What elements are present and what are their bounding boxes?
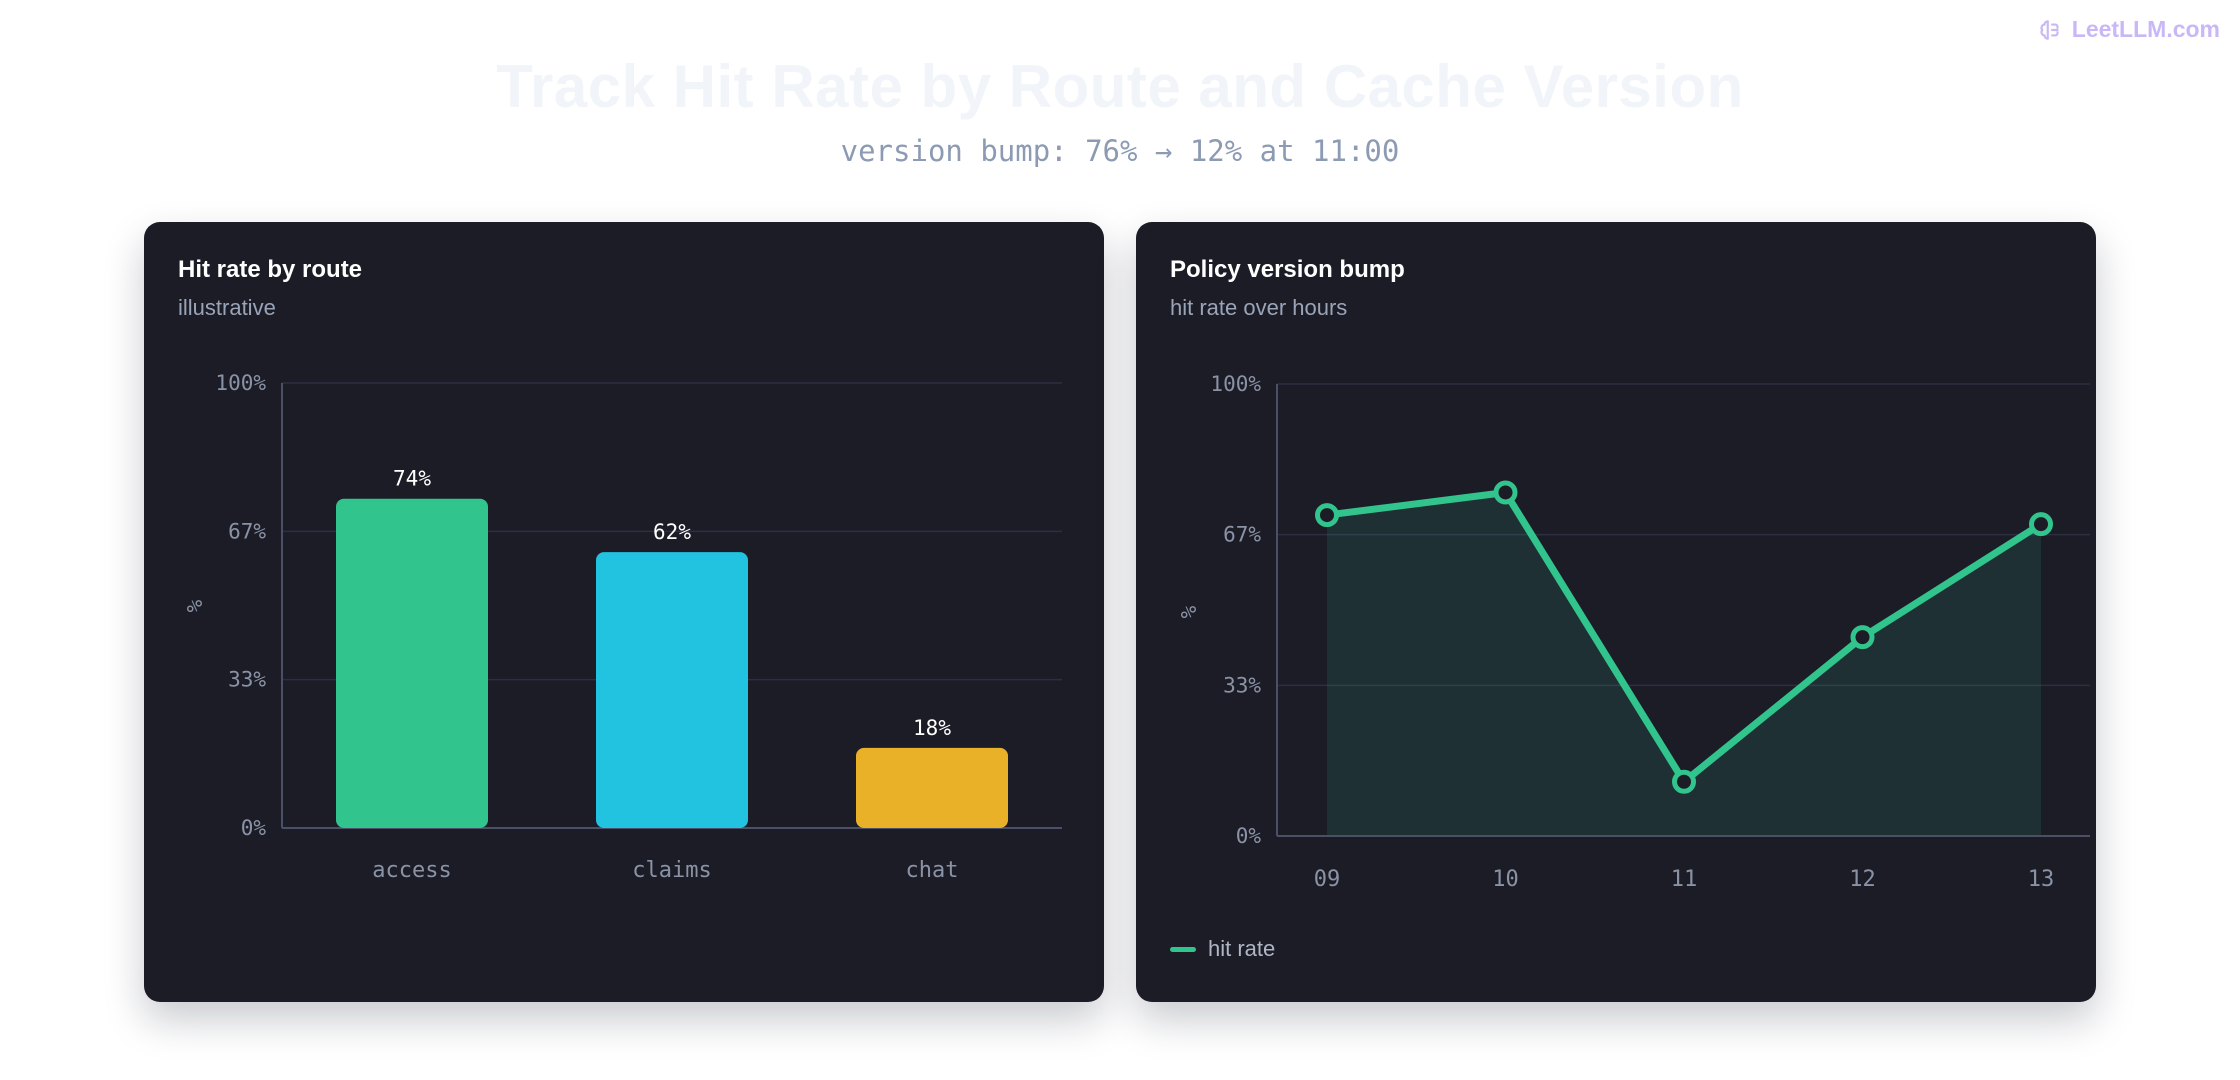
x-tick-label: 09 bbox=[1314, 867, 1341, 892]
bar-value-label: 74% bbox=[393, 467, 431, 491]
bar-chart-subtitle: illustrative bbox=[178, 295, 276, 320]
bar-chart-title: Hit rate by route bbox=[178, 256, 363, 283]
legend-label: hit rate bbox=[1208, 936, 1276, 961]
x-tick-label: access bbox=[372, 858, 451, 883]
bar-chart: 0% 33% 67% 100%% 74% access 62% claims 18% chat bbox=[183, 371, 1062, 883]
bar-value-label: 18% bbox=[913, 716, 951, 740]
bar bbox=[596, 552, 748, 828]
y-tick-label: 33% bbox=[228, 668, 266, 692]
x-tick-label: 11 bbox=[1671, 867, 1698, 892]
data-point bbox=[1672, 769, 1696, 794]
y-tick-label: 67% bbox=[228, 519, 266, 543]
line-chart: 0% 33% 67% 100%% 09 10 11 12 13 bbox=[1177, 372, 2090, 892]
data-point bbox=[1850, 625, 1875, 650]
brand-name: LeetLLM.com bbox=[2071, 16, 2220, 42]
y-axis-label: % bbox=[183, 599, 207, 612]
brand[interactable]: LeetLLM.com bbox=[2038, 16, 2220, 43]
y-tick-label: 100% bbox=[215, 371, 266, 395]
y-tick-label: 33% bbox=[1223, 673, 1261, 697]
area-fill bbox=[1327, 492, 2041, 836]
x-tick-label: 10 bbox=[1492, 867, 1519, 892]
y-tick-label: 0% bbox=[1236, 824, 1262, 848]
line-chart-title: Policy version bump bbox=[1170, 256, 1405, 283]
data-point bbox=[1493, 480, 1518, 505]
legend-swatch bbox=[1170, 946, 1196, 952]
bar bbox=[856, 747, 1008, 828]
x-tick-label: chat bbox=[906, 858, 959, 883]
y-tick-label: 67% bbox=[1223, 523, 1261, 547]
x-tick-label: 13 bbox=[2028, 867, 2055, 892]
y-axis-label: % bbox=[1177, 605, 1201, 618]
y-tick-label: 100% bbox=[1210, 372, 1261, 396]
line-chart-card: Policy version bump hit rate over hours … bbox=[1136, 222, 2096, 1002]
brain-icon bbox=[2040, 19, 2059, 40]
page-title: Track Hit Rate by Route and Cache Versio… bbox=[496, 53, 1744, 120]
x-tick-label: 12 bbox=[1849, 867, 1876, 892]
line-chart-legend: hit rate bbox=[1170, 936, 1275, 962]
line-chart-subtitle: hit rate over hours bbox=[1170, 295, 1348, 320]
bar-chart-card: Hit rate by route illustrative 0% 33% 67% 1… bbox=[144, 222, 1104, 1002]
y-tick-label: 0% bbox=[241, 816, 267, 840]
bar bbox=[336, 498, 488, 828]
page-subtitle: version bump: 76% → 12% at 11:00 bbox=[840, 134, 1400, 168]
x-tick-label: claims bbox=[632, 858, 711, 883]
data-point bbox=[1315, 503, 1339, 528]
data-point bbox=[2029, 512, 2053, 537]
bar-value-label: 62% bbox=[653, 520, 691, 544]
